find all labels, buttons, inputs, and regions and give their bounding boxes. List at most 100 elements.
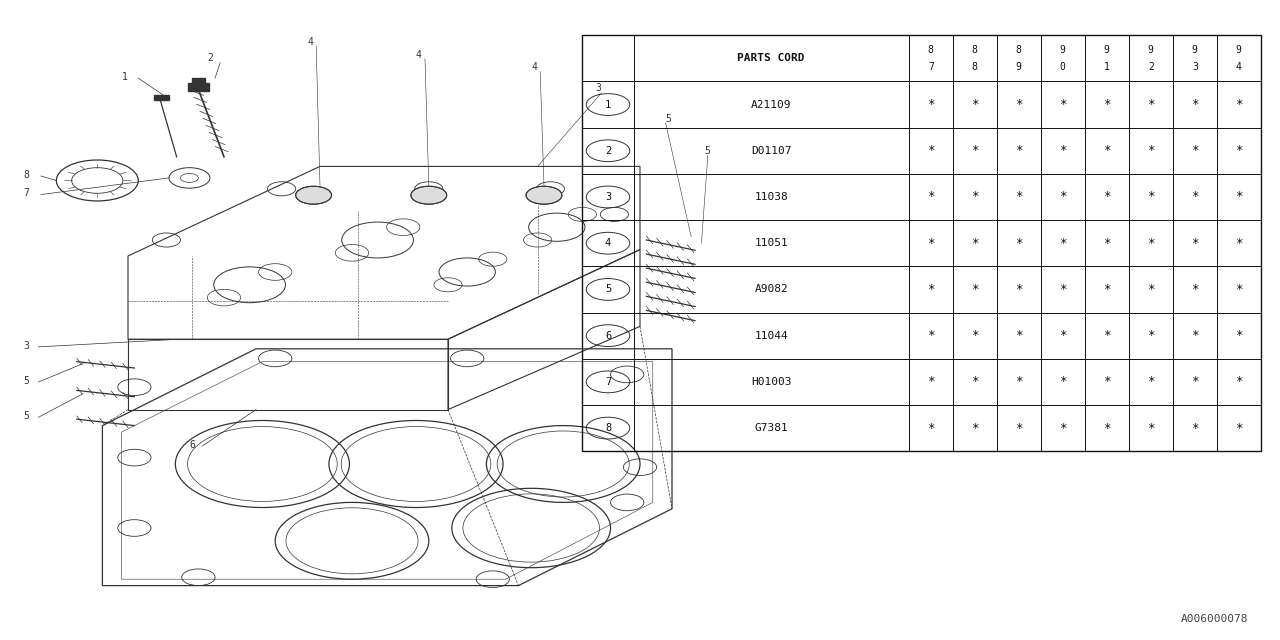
- Text: *: *: [1147, 283, 1155, 296]
- Text: PARTS CORD: PARTS CORD: [737, 53, 805, 63]
- Text: A21109: A21109: [751, 100, 791, 109]
- Text: *: *: [972, 376, 978, 388]
- Text: *: *: [1147, 376, 1155, 388]
- Text: H01003: H01003: [751, 377, 791, 387]
- Text: *: *: [1192, 376, 1198, 388]
- Text: 9: 9: [1236, 45, 1242, 55]
- Text: 6: 6: [605, 331, 611, 340]
- Text: 5: 5: [23, 412, 29, 421]
- Text: D01107: D01107: [751, 146, 791, 156]
- Bar: [154, 95, 169, 100]
- Circle shape: [296, 186, 332, 204]
- Text: *: *: [972, 237, 978, 250]
- Text: 8: 8: [1016, 45, 1021, 55]
- Text: 11051: 11051: [754, 238, 788, 248]
- Text: *: *: [1015, 376, 1023, 388]
- Text: *: *: [1059, 376, 1066, 388]
- Text: 4: 4: [307, 36, 314, 47]
- Text: *: *: [1147, 98, 1155, 111]
- Text: 0: 0: [1060, 61, 1066, 72]
- Text: 4: 4: [531, 62, 538, 72]
- Text: 5: 5: [704, 146, 710, 156]
- Text: 4: 4: [605, 238, 611, 248]
- Text: *: *: [972, 144, 978, 157]
- Text: *: *: [1235, 191, 1243, 204]
- Circle shape: [526, 186, 562, 204]
- Text: *: *: [1235, 329, 1243, 342]
- Text: 11038: 11038: [754, 192, 788, 202]
- Text: *: *: [1147, 144, 1155, 157]
- Text: 4: 4: [416, 50, 422, 60]
- Text: 1: 1: [1103, 61, 1110, 72]
- Text: *: *: [1015, 98, 1023, 111]
- Text: *: *: [1192, 283, 1198, 296]
- Text: 1: 1: [122, 72, 128, 82]
- Text: *: *: [927, 98, 934, 111]
- Text: 5: 5: [23, 376, 29, 386]
- Circle shape: [411, 186, 447, 204]
- Bar: [582, 35, 1261, 451]
- Text: *: *: [972, 329, 978, 342]
- Text: *: *: [1059, 191, 1066, 204]
- Text: *: *: [972, 283, 978, 296]
- Text: 8: 8: [972, 61, 978, 72]
- Text: 9: 9: [1192, 45, 1198, 55]
- Bar: [188, 83, 209, 91]
- Text: *: *: [1235, 422, 1243, 435]
- Text: *: *: [1192, 329, 1198, 342]
- Text: *: *: [972, 98, 978, 111]
- Text: *: *: [1147, 191, 1155, 204]
- Text: *: *: [1015, 283, 1023, 296]
- Text: *: *: [927, 144, 934, 157]
- Text: *: *: [1147, 422, 1155, 435]
- Text: 8: 8: [605, 423, 611, 433]
- Text: *: *: [1235, 144, 1243, 157]
- Text: 9: 9: [1060, 45, 1066, 55]
- Text: *: *: [1192, 191, 1198, 204]
- Text: *: *: [1059, 237, 1066, 250]
- Text: *: *: [1059, 144, 1066, 157]
- Bar: [192, 78, 205, 83]
- Text: A9082: A9082: [754, 284, 788, 294]
- Text: 9: 9: [1016, 61, 1021, 72]
- Text: 3: 3: [23, 340, 29, 351]
- Text: *: *: [927, 191, 934, 204]
- Text: *: *: [1015, 237, 1023, 250]
- Text: 9: 9: [1148, 45, 1153, 55]
- Text: *: *: [972, 422, 978, 435]
- Text: 2: 2: [207, 52, 214, 63]
- Text: *: *: [1235, 283, 1243, 296]
- Text: 6: 6: [189, 440, 196, 450]
- Text: 3: 3: [1192, 61, 1198, 72]
- Text: 3: 3: [605, 192, 611, 202]
- Text: *: *: [927, 329, 934, 342]
- Text: *: *: [1059, 329, 1066, 342]
- Text: *: *: [972, 191, 978, 204]
- Text: 2: 2: [605, 146, 611, 156]
- Text: *: *: [1103, 376, 1111, 388]
- Text: *: *: [1235, 98, 1243, 111]
- Text: *: *: [927, 237, 934, 250]
- Text: *: *: [1059, 98, 1066, 111]
- Text: 3: 3: [595, 83, 602, 93]
- Text: 7: 7: [605, 377, 611, 387]
- Text: *: *: [1103, 329, 1111, 342]
- Text: 5: 5: [666, 113, 672, 124]
- Text: *: *: [1015, 329, 1023, 342]
- Text: *: *: [1192, 422, 1198, 435]
- Text: 9: 9: [1103, 45, 1110, 55]
- Text: *: *: [927, 283, 934, 296]
- Text: *: *: [1103, 144, 1111, 157]
- Text: 11044: 11044: [754, 331, 788, 340]
- Text: 2: 2: [1148, 61, 1153, 72]
- Text: *: *: [1147, 237, 1155, 250]
- Text: 8: 8: [928, 45, 933, 55]
- Text: *: *: [1015, 422, 1023, 435]
- Text: *: *: [1235, 376, 1243, 388]
- Text: *: *: [1015, 191, 1023, 204]
- Text: 7: 7: [23, 188, 29, 198]
- Text: *: *: [1192, 144, 1198, 157]
- Text: 8: 8: [23, 170, 29, 180]
- Text: *: *: [1103, 237, 1111, 250]
- Text: *: *: [1147, 329, 1155, 342]
